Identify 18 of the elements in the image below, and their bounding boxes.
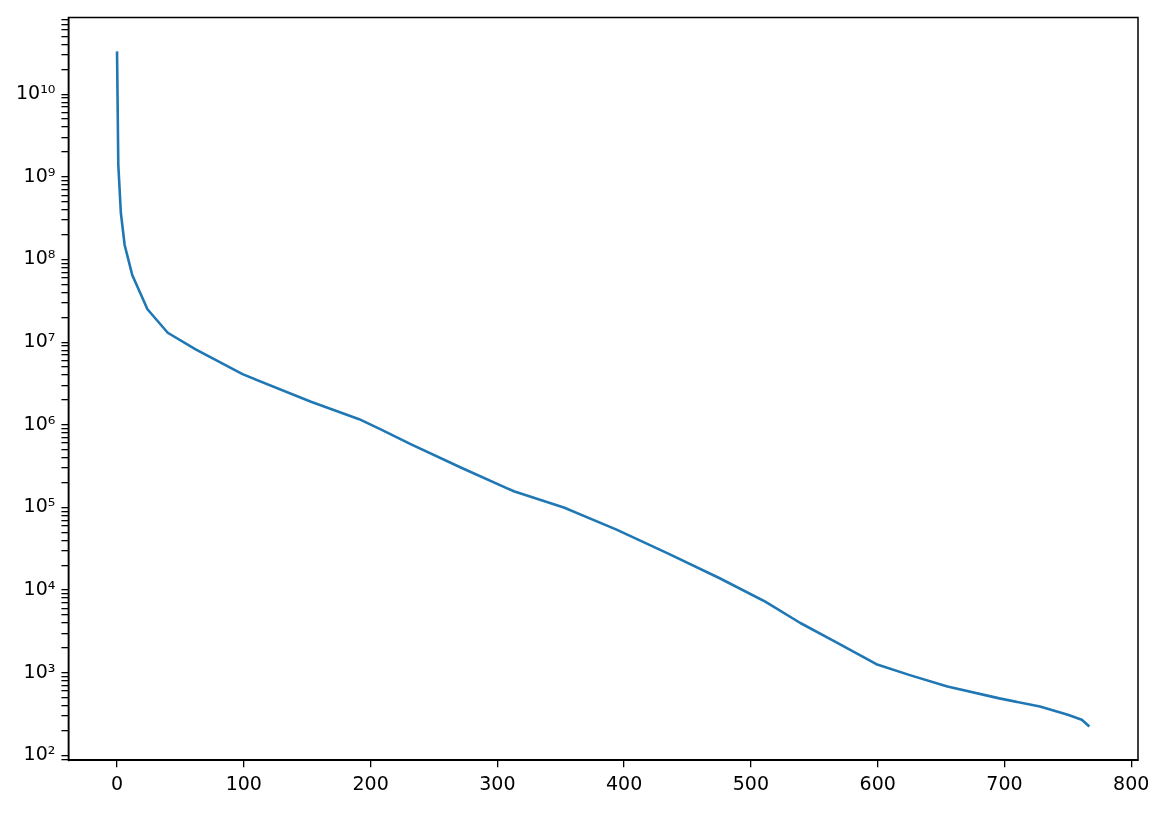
x-tick-label: 400 [605, 771, 643, 794]
y-tick-label: 10⁷ [23, 329, 56, 352]
y-tick-label: 10⁴ [23, 577, 56, 600]
x-tick-label: 800 [1113, 771, 1150, 794]
x-tick-label: 200 [352, 771, 389, 794]
x-tick-label: 0 [110, 771, 124, 794]
y-tick-label: 10⁸ [23, 246, 56, 269]
y-tick-label: 10³ [23, 659, 56, 682]
y-tick-label: 10¹⁰ [15, 81, 56, 104]
y-tick-label: 10⁹ [23, 163, 56, 186]
x-tick-label: 300 [479, 771, 516, 794]
x-tick-label: 100 [225, 771, 262, 794]
x-tick-label: 700 [986, 771, 1023, 794]
y-tick-label: 10⁶ [23, 411, 56, 434]
y-tick-label: 10⁵ [23, 494, 56, 517]
y-tick-label: 10² [23, 742, 56, 765]
x-tick-label: 500 [732, 771, 770, 794]
x-tick-label: 600 [859, 771, 896, 794]
